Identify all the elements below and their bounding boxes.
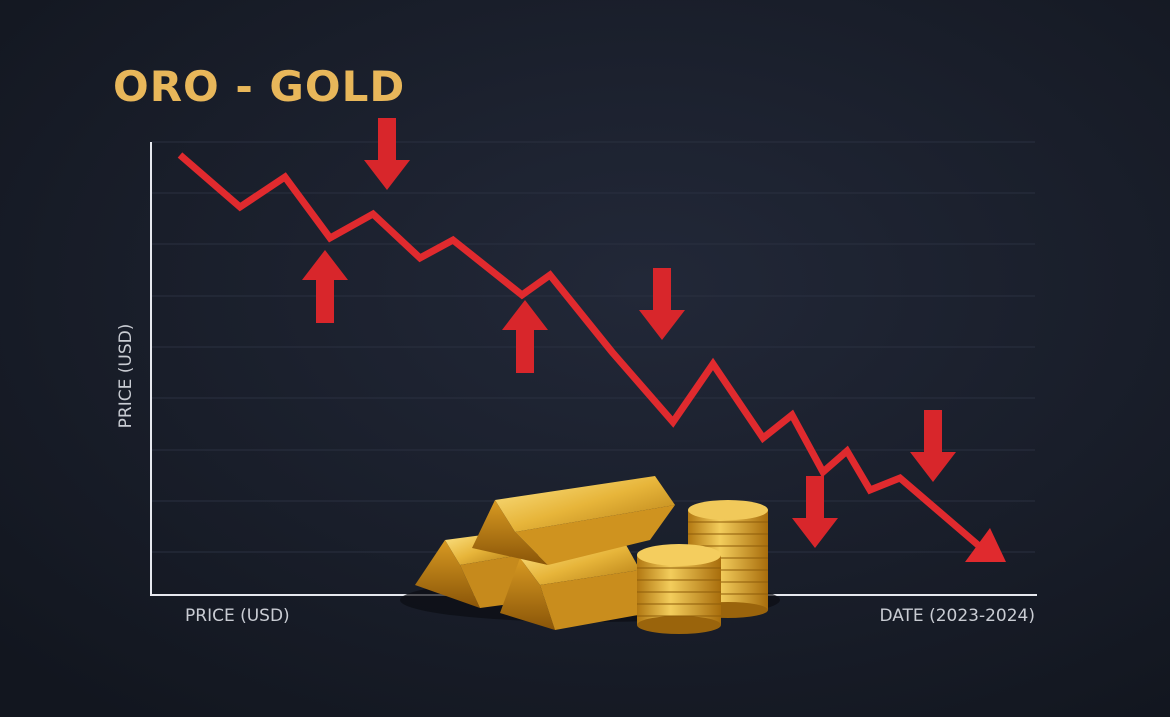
trend-arrowhead [965, 528, 1006, 562]
up-arrows [302, 250, 548, 373]
x-axis-label: DATE (2023-2024) [879, 606, 1035, 626]
down-arrows [364, 118, 956, 548]
coin-stacks [637, 500, 768, 634]
y-axis-label: PRICE (USD) [116, 324, 136, 429]
x-axis-label: PRICE (USD) [185, 606, 290, 626]
trend-line [177, 152, 981, 548]
grid [152, 141, 1035, 553]
chart-title: ORO - GOLD [113, 62, 405, 111]
